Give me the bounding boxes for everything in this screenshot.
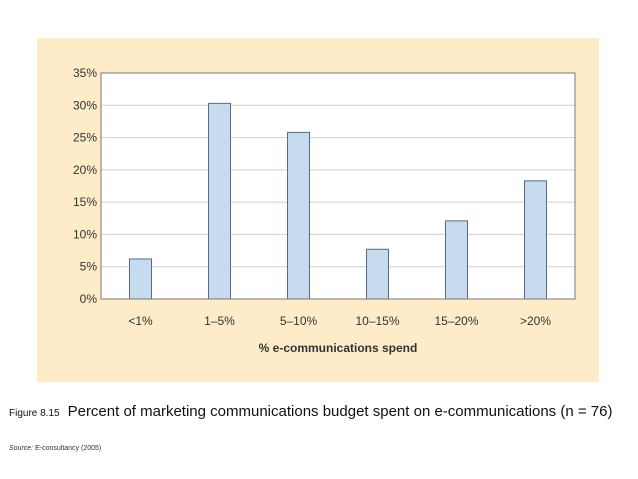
figure-number: Figure 8.15 bbox=[9, 408, 60, 419]
x-tick-labels: <1% 1–5% 5–10% 10–15% 15–20% >20% bbox=[128, 314, 551, 328]
y-tick-label: 30% bbox=[73, 98, 97, 112]
x-tick-label: <1% bbox=[128, 314, 153, 328]
y-tick-label: 20% bbox=[73, 163, 97, 177]
bar bbox=[445, 220, 468, 300]
source-label: Source: bbox=[9, 445, 34, 452]
bar bbox=[129, 258, 152, 300]
y-tick-label: 0% bbox=[80, 292, 98, 306]
plot-area bbox=[101, 73, 575, 299]
figure-title: Percent of marketing communications budg… bbox=[67, 403, 613, 420]
bar bbox=[524, 180, 547, 300]
bar bbox=[287, 131, 310, 300]
x-tick-label: 10–15% bbox=[355, 314, 399, 328]
grid-lines bbox=[101, 72, 575, 300]
x-tick-label: 15–20% bbox=[434, 314, 478, 328]
x-tick-label: >20% bbox=[520, 314, 551, 328]
figure-panel: 0% 5% 10% 15% 20% 25% 30% 35% <1% 1–5% 5–10% 10–15… bbox=[37, 38, 599, 382]
y-tick-label: 10% bbox=[73, 227, 97, 241]
y-tick-label: 25% bbox=[73, 131, 97, 145]
x-tick-label: 1–5% bbox=[204, 314, 235, 328]
x-tick-label: 5–10% bbox=[280, 314, 318, 328]
plot-frame bbox=[100, 72, 576, 300]
bar bbox=[366, 248, 389, 300]
y-tick-labels: 0% 5% 10% 15% 20% 25% 30% 35% bbox=[73, 66, 97, 306]
bar bbox=[208, 102, 231, 300]
figure-source: Source: E-consultancy (2005) bbox=[9, 445, 101, 452]
source-text: E-consultancy (2005) bbox=[35, 445, 102, 452]
y-tick-label: 15% bbox=[73, 195, 97, 209]
y-tick-label: 35% bbox=[73, 66, 97, 80]
y-tick-label: 5% bbox=[80, 260, 98, 274]
x-axis-title: % e-communications spend bbox=[259, 341, 418, 355]
figure-caption: Figure 8.15 Percent of marketing communic… bbox=[9, 402, 629, 424]
bar-chart: 0% 5% 10% 15% 20% 25% 30% 35% <1% 1–5% 5–10% 10–15… bbox=[73, 66, 576, 355]
